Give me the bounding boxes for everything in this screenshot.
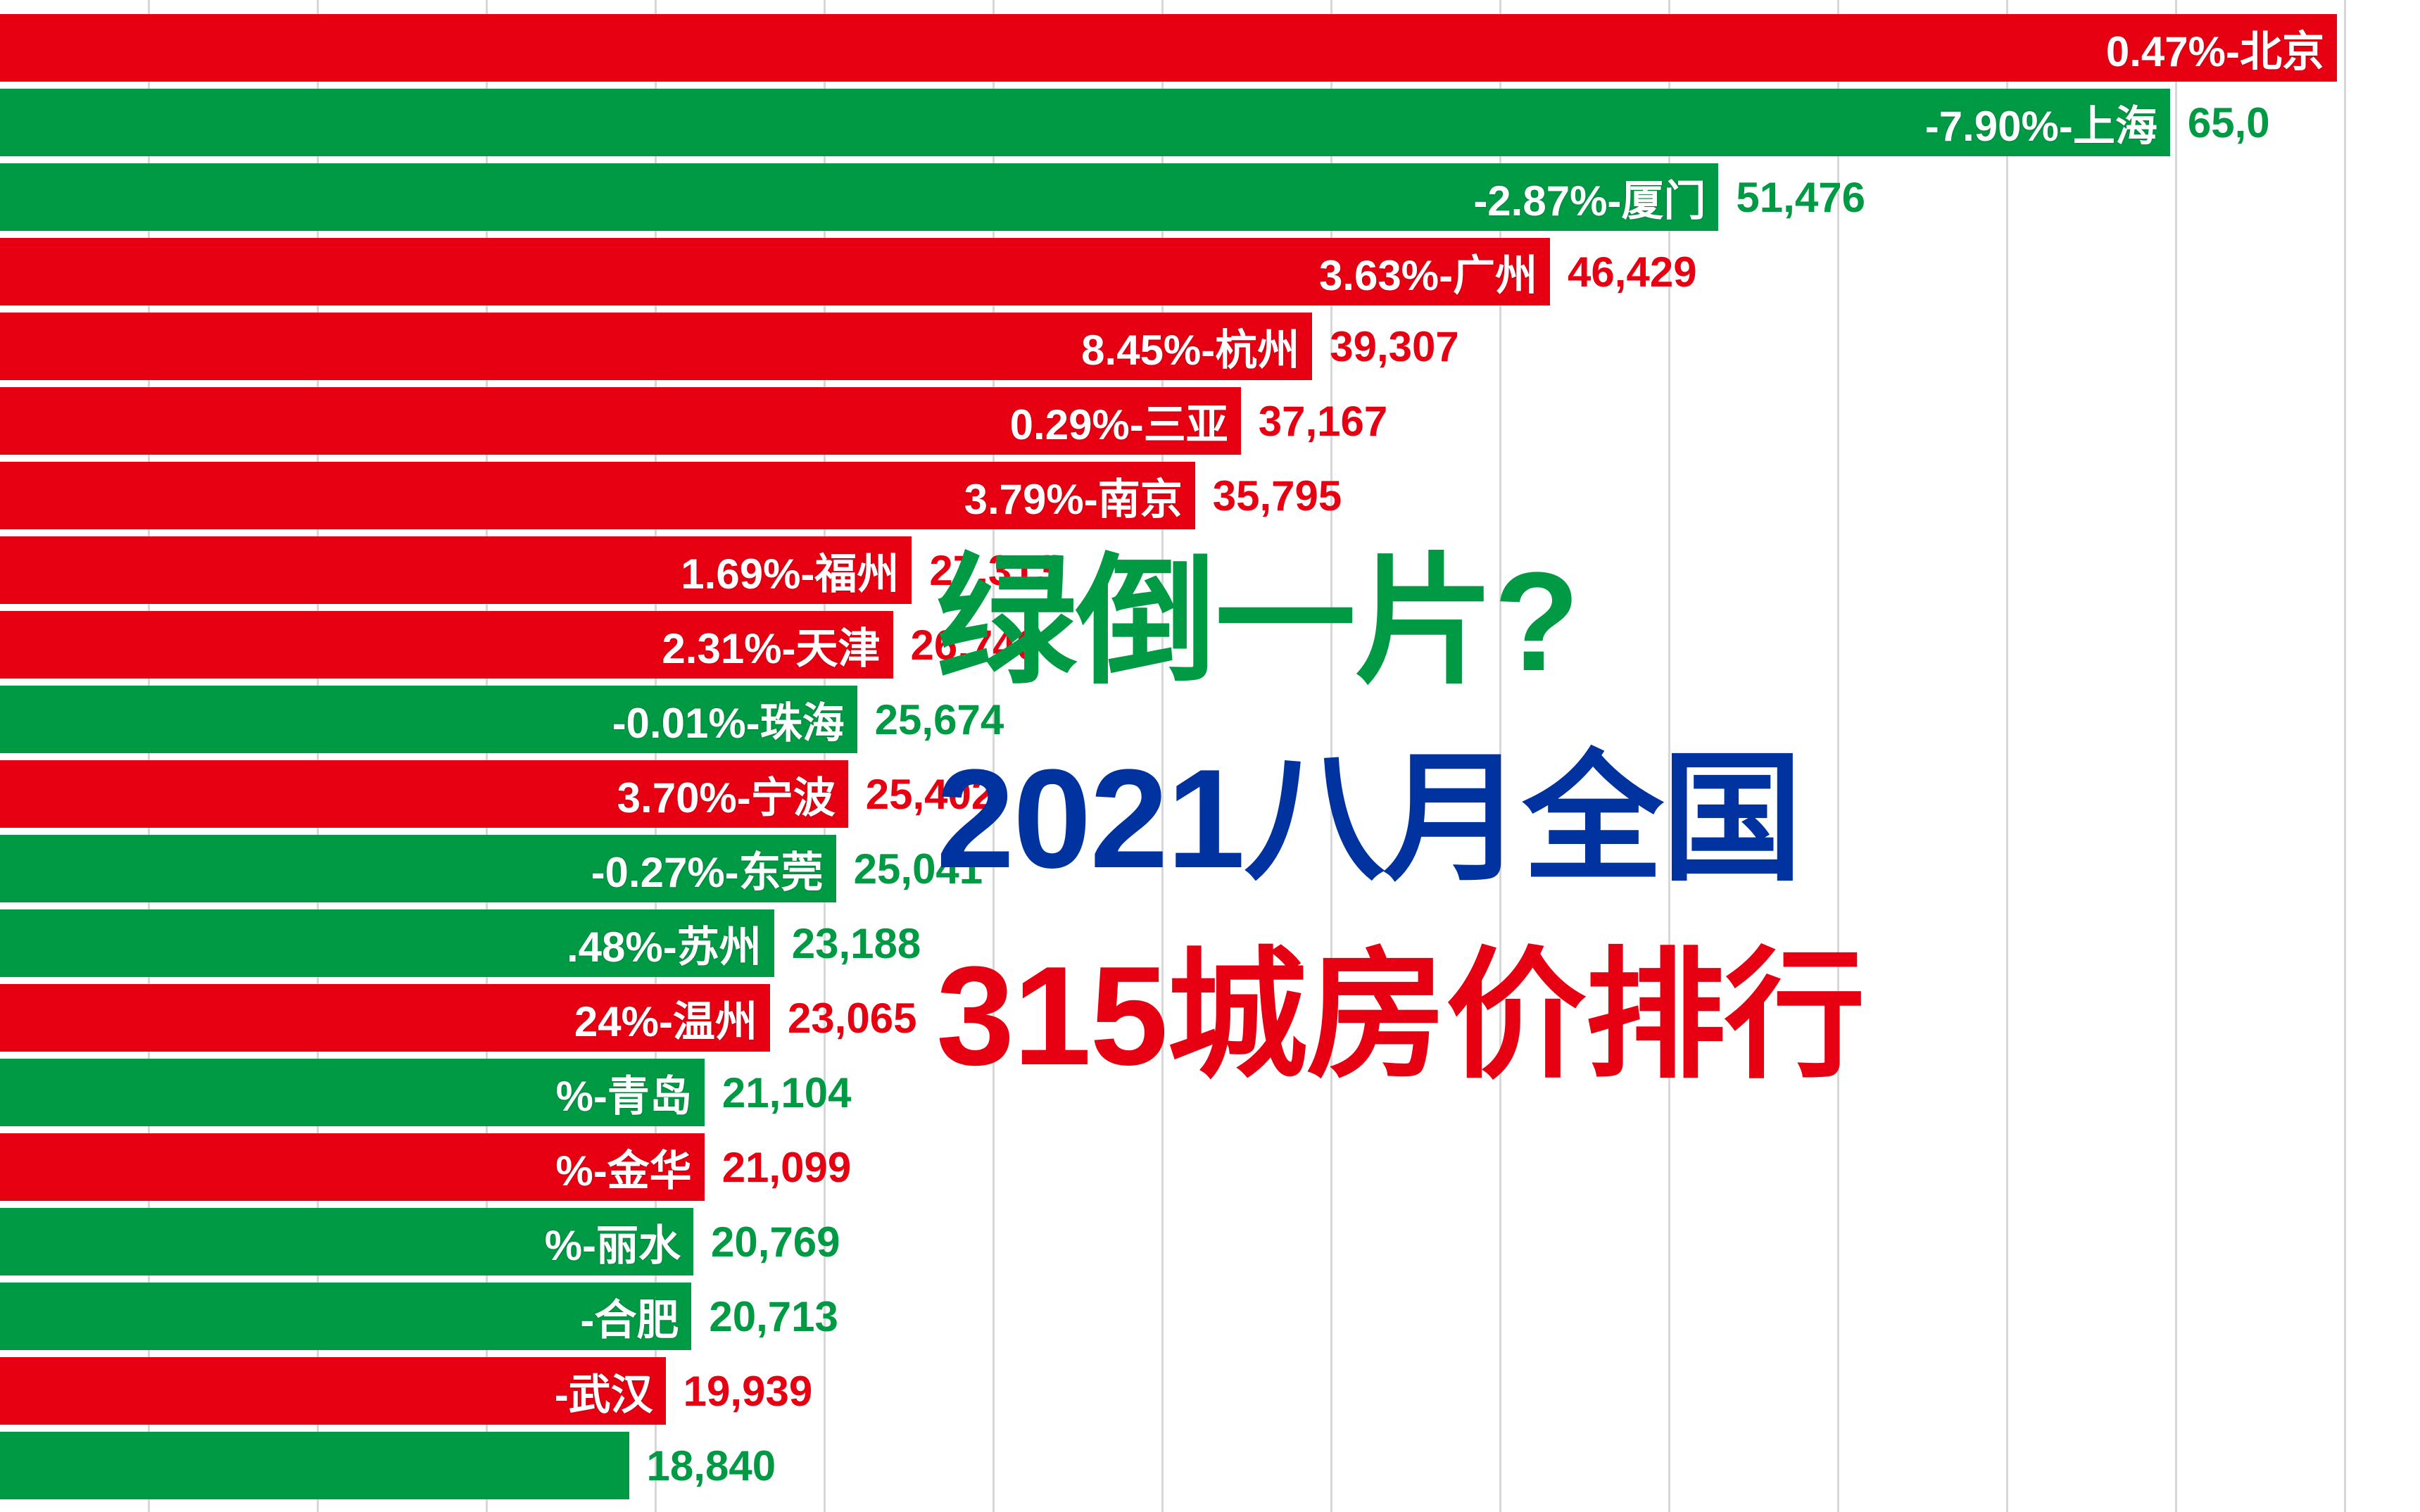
bar-inner-label: 2.31%-天津 [662, 615, 880, 676]
bar-row: -合肥20,713 [0, 1283, 2420, 1357]
bar-inner-label: -0.27%-东莞 [591, 838, 824, 900]
bar-row: 8.45%-杭州39,307 [0, 313, 2420, 387]
bar-row: %-丽水20,769 [0, 1208, 2420, 1283]
bar-row: 0.29%-三亚37,167 [0, 387, 2420, 462]
bar: -0.27%-东莞 [0, 835, 836, 902]
bar-inner-label: 8.45%-杭州 [1081, 316, 1299, 377]
bar-inner-label: -武汉 [555, 1361, 653, 1422]
bar: -2.87%-厦门 [0, 163, 1718, 231]
bar-inner-label: %-金华 [555, 1137, 691, 1198]
bar: 24%-温州 [0, 984, 770, 1052]
bar-value-label: 20,713 [691, 1283, 838, 1350]
bar-value-label: 21,104 [705, 1059, 852, 1126]
bar: 8.45%-杭州 [0, 313, 1312, 380]
bar: -武汉 [0, 1357, 666, 1425]
bar: -合肥 [0, 1283, 691, 1350]
chart-area: 0.47%-北京-7.90%-上海65,0-2.87%-厦门51,4763.63… [0, 0, 2420, 1512]
bar-row: 0.47%-北京 [0, 14, 2420, 89]
bar: 0.47%-北京 [0, 14, 2337, 82]
bar: %-青岛 [0, 1059, 705, 1126]
overlay-title-1: 绿倒一片? [936, 507, 1578, 711]
bar-value-label: 51,476 [1718, 163, 1865, 231]
bar-row: 3.63%-广州46,429 [0, 238, 2420, 313]
bar: 0.29%-三亚 [0, 387, 1241, 455]
bar-inner-label: .48%-苏州 [567, 913, 762, 974]
bar-inner-label: 0.29%-三亚 [1010, 391, 1228, 452]
bar-row: 18,840 [0, 1432, 2420, 1506]
bar-inner-label: 3.63%-广州 [1319, 241, 1537, 303]
bar-value-label: 46,429 [1550, 238, 1697, 305]
bar-row: -7.90%-上海65,0 [0, 89, 2420, 163]
bar-value-label: 20,769 [693, 1208, 840, 1275]
bar-value-label: 23,065 [770, 984, 917, 1052]
bar: 2.31%-天津 [0, 611, 893, 679]
overlay-title-2: 2021八月全国 [936, 704, 1801, 908]
bar-row: -2.87%-厦门51,476 [0, 163, 2420, 238]
bar-value-label: 21,099 [705, 1133, 852, 1201]
bar-inner-label: 1.69%-福州 [681, 540, 899, 601]
bar: .48%-苏州 [0, 909, 774, 977]
bar-row: %-金华21,099 [0, 1133, 2420, 1208]
bar-inner-label: 0.47%-北京 [2106, 18, 2324, 79]
bar [0, 1432, 629, 1499]
bar: 1.69%-福州 [0, 536, 912, 604]
bar-inner-label: -2.87%-厦门 [1473, 167, 1706, 228]
bar: -0.01%-珠海 [0, 686, 857, 753]
bar: 3.63%-广州 [0, 238, 1550, 305]
bar-value-label: 39,307 [1312, 313, 1459, 380]
bar: 3.70%-宁波 [0, 760, 848, 828]
bar-inner-label: -0.01%-珠海 [612, 689, 845, 750]
bar: %-金华 [0, 1133, 705, 1201]
bar: -7.90%-上海 [0, 89, 2170, 156]
bar-inner-label: %-丽水 [545, 1211, 681, 1273]
bar-row: -武汉19,939 [0, 1357, 2420, 1432]
bar-value-label: 37,167 [1241, 387, 1388, 455]
bar-value-label: 19,939 [666, 1357, 813, 1425]
bar-value-label: 23,188 [774, 909, 921, 977]
bar-inner-label: 3.70%-宁波 [617, 764, 836, 825]
bar-inner-label: -7.90%-上海 [1925, 92, 2157, 153]
bar-inner-label: %-青岛 [556, 1062, 692, 1123]
bar-value-label: 18,840 [629, 1432, 776, 1499]
bar: %-丽水 [0, 1208, 693, 1275]
bar-inner-label: 24%-温州 [574, 988, 757, 1049]
overlay-title-3: 315城房价排行 [936, 901, 1864, 1105]
bar-inner-label: -合肥 [580, 1286, 679, 1347]
bar-value-label: 65,0 [2170, 89, 2270, 156]
